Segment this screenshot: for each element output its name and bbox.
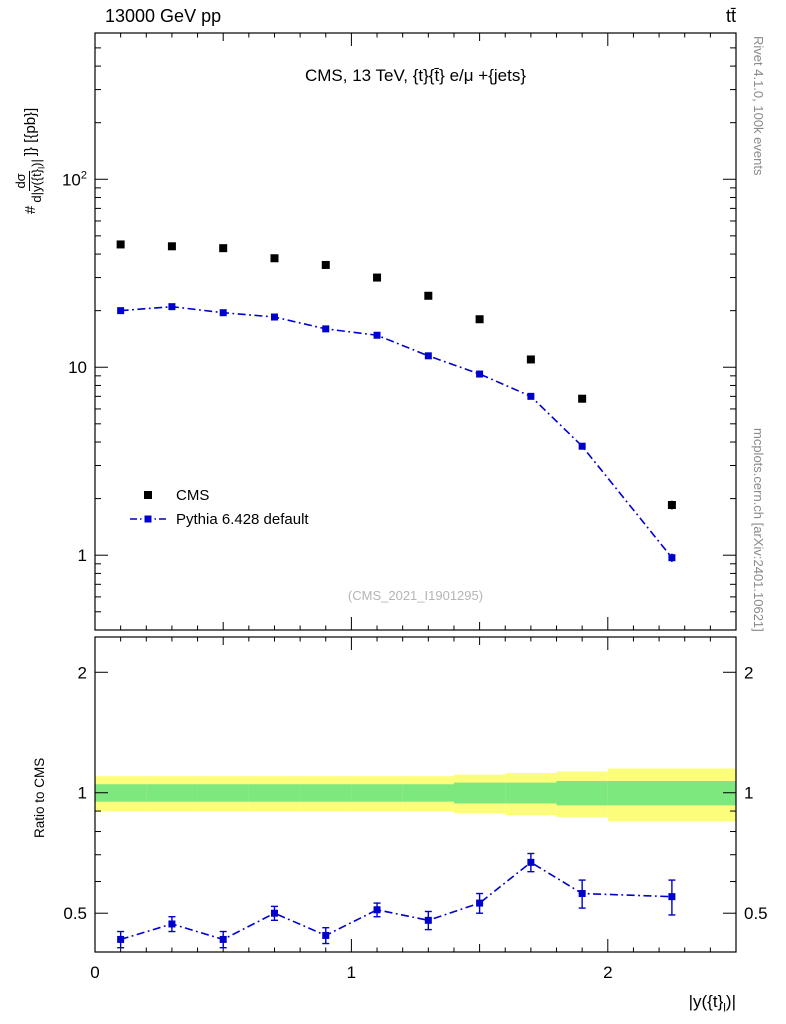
y-axis-label-fraction: dσ d|y({t}l)| (13, 159, 47, 203)
svg-text:1: 1 (347, 963, 356, 982)
plot-title: CMS, 13 TeV, {t}{t̄} e/μ +{jets} (304, 66, 527, 85)
band-inner-bin (505, 782, 557, 804)
band-inner-bin (197, 784, 249, 802)
band-inner-bin (146, 784, 198, 802)
x-axis-label: |y({t}l)| (688, 992, 736, 1015)
ratio-panel-y-tick-labels: 0.5 0.5 1 1 2 2 (63, 663, 767, 923)
cms-marker-icon (144, 491, 152, 499)
band-inner-bin (607, 780, 736, 806)
ratio-panel-frame (94, 636, 737, 953)
band-inner-bin (248, 784, 301, 802)
svg-text:0.5: 0.5 (63, 904, 87, 923)
series-errorbars (119, 241, 673, 510)
svg-text:2: 2 (78, 663, 87, 682)
series-markers (117, 303, 676, 562)
ratio-panel-x-ticks (94, 637, 737, 952)
y-axis-label: # dσ d|y({t}l)| ]} [{pb}] (13, 107, 47, 214)
svg-text:10: 10 (68, 358, 87, 377)
ratio-panel: 0.5 0.5 1 1 2 2 (63, 636, 768, 953)
legend-item-pythia: Pythia 6.428 default (128, 510, 309, 528)
series-line (120, 861, 672, 941)
top-panel-y-tick-labels: 1 10 102 (62, 169, 87, 565)
analysis-id-watermark: (CMS_2021_I1901295) (347, 588, 484, 603)
series-cms (116, 240, 676, 510)
pythia-dashdot-line-icon (130, 515, 166, 523)
svg-text:0.5: 0.5 (744, 904, 768, 923)
band-inner-bin (300, 784, 352, 802)
series-errorbars (117, 852, 676, 949)
band-inner-bin (351, 784, 403, 802)
series-markers (116, 240, 676, 509)
band-inner-bin (95, 784, 147, 802)
ratio-panel-y-ticks (95, 671, 736, 953)
process-label: tt̄ (725, 6, 736, 26)
legend-item-cms: CMS (128, 486, 309, 504)
series-pythia (117, 303, 676, 563)
band-inner-bin (453, 782, 506, 804)
x-tick-labels: 0 1 2 (90, 963, 612, 982)
fraction-denominator: d|y({t}l)| (28, 159, 47, 203)
beam-energy-label: 13000 GeV pp (105, 6, 222, 26)
series-markers (117, 858, 676, 943)
top-panel-frame (94, 32, 737, 631)
top-panel: 1 10 102 (62, 32, 737, 631)
top-panel-x-ticks (94, 33, 737, 630)
mcplots-arxiv-label: mcplots.cern.ch [arXiv:2401.10621] (751, 428, 766, 632)
svg-text:2: 2 (744, 663, 753, 682)
top-panel-y-ticks (95, 32, 736, 631)
rivet-version-label: Rivet 4.1.0, 100k events (751, 36, 766, 176)
y-axis-label-prefix: # (21, 205, 39, 214)
svg-text:1: 1 (78, 784, 87, 803)
band-inner-bin (402, 784, 454, 802)
band-inner-bin (556, 780, 608, 806)
svg-text:1: 1 (78, 546, 87, 565)
ratio-axis-label: Ratio to CMS (32, 757, 47, 838)
fraction-numerator: dσ (13, 171, 30, 191)
series-ratio-pythia (117, 852, 676, 949)
svg-text:102: 102 (62, 169, 87, 189)
legend-label-pythia: Pythia 6.428 default (176, 510, 309, 528)
svg-text:0: 0 (90, 963, 99, 982)
y-axis-label-suffix: ]} [{pb}] (21, 107, 39, 157)
legend-label-cms: CMS (176, 486, 210, 504)
uncertainty-bands (95, 768, 736, 821)
svg-text:2: 2 (603, 963, 612, 982)
legend: CMS Pythia 6.428 default (128, 486, 309, 528)
svg-text:1: 1 (744, 784, 753, 803)
